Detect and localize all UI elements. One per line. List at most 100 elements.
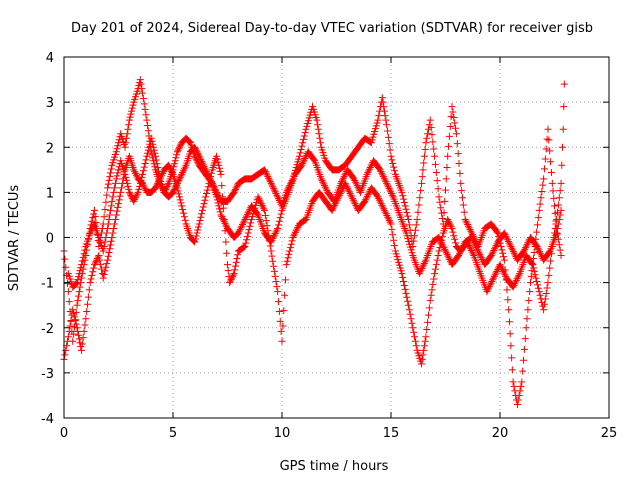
data-point — [296, 149, 304, 157]
data-point — [261, 206, 269, 214]
series-track-a — [60, 76, 565, 408]
data-point — [436, 198, 444, 206]
data-point — [376, 166, 384, 174]
data-point — [179, 206, 187, 214]
data-point — [97, 261, 105, 269]
data-point — [558, 161, 566, 169]
data-point — [433, 256, 441, 264]
data-point — [525, 297, 533, 305]
data-point — [115, 200, 122, 208]
data-point — [104, 256, 112, 264]
data-point — [269, 183, 277, 191]
data-point — [172, 154, 180, 162]
data-point — [547, 257, 555, 265]
data-point — [114, 169, 122, 177]
data-point — [81, 321, 89, 329]
data-point — [437, 204, 445, 212]
data-point — [362, 194, 370, 202]
data-point — [124, 125, 132, 133]
data-point — [100, 243, 108, 251]
data-point — [275, 195, 283, 203]
data-point — [122, 176, 130, 184]
data-point — [499, 267, 507, 275]
data-point — [338, 176, 346, 184]
data-point — [383, 121, 391, 129]
data-point — [385, 140, 393, 148]
data-point — [109, 193, 117, 201]
data-point — [78, 257, 86, 265]
data-point — [123, 179, 131, 187]
data-point — [483, 288, 491, 296]
data-point — [457, 179, 465, 187]
data-point — [86, 279, 94, 287]
data-point — [401, 202, 409, 210]
data-point — [384, 127, 392, 135]
data-point — [107, 202, 115, 210]
data-point — [440, 209, 448, 217]
data-point — [83, 308, 91, 316]
data-point — [501, 271, 509, 279]
data-point — [389, 159, 397, 167]
data-point — [192, 235, 200, 243]
data-point — [445, 217, 453, 225]
data-point — [441, 245, 449, 253]
data-point — [80, 327, 88, 335]
data-point — [435, 247, 443, 255]
data-point — [444, 252, 452, 260]
data-point — [192, 146, 200, 154]
data-point — [239, 219, 247, 227]
data-point — [106, 173, 114, 181]
data-point — [536, 291, 544, 299]
data-point — [500, 253, 508, 261]
data-point — [216, 208, 224, 216]
data-point — [270, 233, 278, 241]
data-point — [75, 288, 83, 296]
data-point — [191, 143, 199, 151]
data-point — [387, 152, 395, 160]
data-point — [504, 296, 512, 304]
data-point — [144, 149, 152, 157]
data-point — [140, 100, 148, 108]
data-point — [79, 334, 87, 342]
data-point — [448, 224, 456, 232]
data-point — [421, 146, 429, 154]
data-point — [73, 324, 81, 332]
data-point — [201, 164, 209, 172]
data-point — [522, 324, 530, 332]
data-point — [276, 317, 284, 325]
data-point — [380, 206, 388, 214]
data-point — [314, 125, 322, 133]
data-point — [380, 205, 388, 213]
data-point — [512, 278, 520, 286]
data-point — [378, 169, 386, 177]
data-point — [194, 151, 202, 159]
data-point — [451, 119, 459, 127]
data-point — [385, 184, 393, 192]
data-point — [111, 220, 119, 228]
data-point — [109, 229, 117, 237]
data-point — [270, 184, 278, 192]
data-point — [384, 133, 392, 141]
data-point — [101, 267, 109, 275]
data-point — [417, 266, 425, 274]
data-point — [530, 264, 538, 272]
data-point — [420, 346, 428, 354]
data-point — [374, 116, 382, 124]
data-point — [554, 201, 562, 209]
data-point — [319, 178, 327, 186]
data-point — [535, 246, 543, 254]
data-point — [381, 208, 389, 216]
data-point — [502, 232, 510, 240]
data-point — [343, 183, 351, 191]
y-tick-label: -4 — [41, 412, 54, 427]
data-point — [168, 169, 176, 177]
data-point — [330, 203, 338, 211]
data-point — [366, 164, 374, 172]
data-point — [127, 191, 135, 199]
data-point — [420, 342, 428, 350]
data-point — [493, 267, 501, 275]
data-point — [246, 222, 254, 230]
data-point — [264, 173, 272, 181]
data-point — [243, 210, 251, 218]
